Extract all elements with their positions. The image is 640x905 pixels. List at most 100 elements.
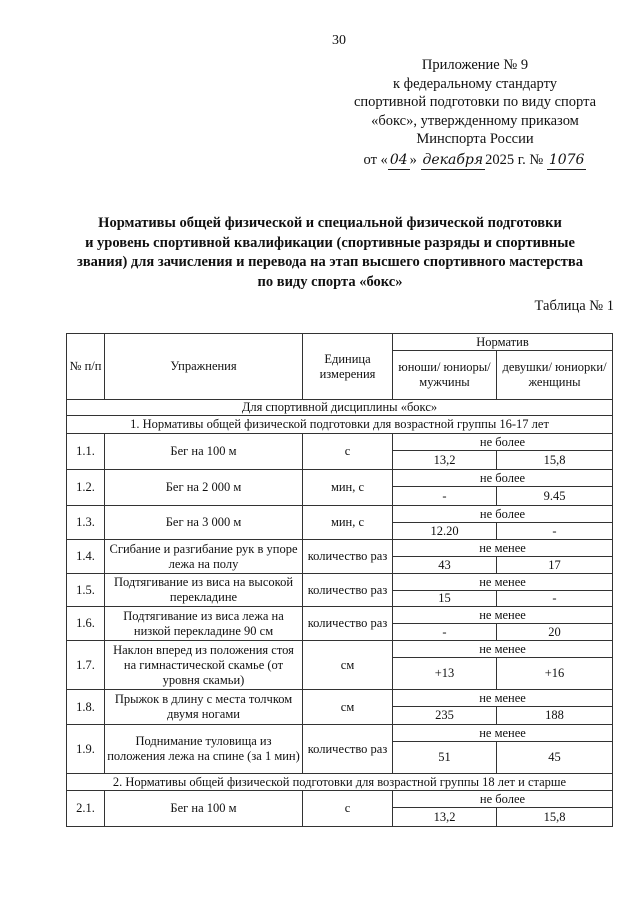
- row-male-value: 235: [392, 706, 497, 725]
- row-exercise: Бег на 3 000 м: [104, 505, 303, 540]
- row-male-value: 51: [392, 741, 497, 774]
- table-label: Таблица № 1: [534, 298, 614, 314]
- table-row: 1.2. Бег на 2 000 м мин, с не более: [66, 469, 614, 506]
- row-unit: мин, с: [302, 505, 393, 540]
- row-male-value: 12.20: [392, 522, 497, 540]
- table-row: 1.4. Сгибание и разгибание рук в упоре ле…: [66, 539, 614, 574]
- row-exercise: Бег на 100 м: [104, 433, 303, 470]
- row-exercise: Наклон вперед из положения стоя на гимна…: [104, 640, 303, 690]
- row-female-value: 188: [495, 706, 614, 725]
- row-male-value: -: [392, 623, 497, 641]
- year-text: 2025 г. №: [485, 151, 544, 168]
- row-exercise: Поднимание туловища из положения лежа на…: [104, 724, 303, 774]
- row-female-value: 17: [495, 556, 614, 574]
- row-num: 1.5.: [66, 573, 105, 607]
- appendix-line: Приложение № 9: [421, 57, 529, 73]
- header-num: № п/п: [66, 333, 105, 400]
- row-num: 1.1.: [66, 433, 105, 470]
- row-num: 1.2.: [66, 469, 105, 506]
- row-condition: не менее: [391, 724, 614, 742]
- row-female-value: 15,8: [495, 807, 614, 827]
- row-num: 1.8.: [66, 689, 105, 725]
- date-prefix: от «: [363, 151, 388, 168]
- page-number: 30: [332, 33, 346, 48]
- row-unit: см: [302, 689, 393, 725]
- row-unit: с: [302, 790, 393, 827]
- document-title: Нормативы общей физической и специальной…: [40, 214, 620, 292]
- row-exercise: Подтягивание из виса лежа на низкой пере…: [104, 606, 303, 641]
- row-male-value: 15: [392, 590, 497, 607]
- row-condition: не менее: [391, 573, 614, 591]
- section-row: 2. Нормативы общей физической подготовки…: [65, 773, 614, 791]
- appendix-line: «бокс», утвержденному приказом: [371, 112, 579, 129]
- row-exercise: Прыжок в длину с места толчком двумя ног…: [104, 689, 303, 725]
- row-condition: не менее: [391, 640, 614, 658]
- row-unit: количество раз: [302, 724, 393, 774]
- row-female-value: 45: [495, 741, 614, 774]
- row-exercise: Сгибание и разгибание рук в упоре лежа н…: [104, 539, 303, 574]
- order-date-line: от «04» декабря 2025 г. № 1076: [330, 151, 620, 170]
- row-male-value: -: [392, 486, 497, 506]
- row-condition: не более: [391, 469, 614, 487]
- table-row: 1.6. Подтягивание из виса лежа на низкой …: [66, 606, 614, 641]
- row-exercise: Подтягивание из виса на высокой переклад…: [104, 573, 303, 607]
- row-condition: не более: [391, 505, 614, 523]
- row-condition: не более: [391, 790, 614, 808]
- table-row: 1.1. Бег на 100 м с не более: [66, 433, 614, 470]
- appendix-line: спортивной подготовки по виду спорта: [353, 94, 597, 110]
- title-line: по виду спорта «бокс»: [257, 273, 403, 290]
- handwritten-day: 04: [387, 151, 410, 170]
- row-female-value: +16: [495, 657, 614, 690]
- row-condition: не менее: [391, 606, 614, 624]
- header-exercise: Упражнения: [104, 333, 303, 400]
- header-male: юноши/ юниоры/ мужчины: [392, 350, 497, 400]
- row-unit: см: [302, 640, 393, 690]
- row-unit: с: [302, 433, 393, 470]
- standards-table: № п/п Упражнения Единица измерения Норма…: [65, 333, 614, 827]
- table-row: 1.8. Прыжок в длину с места толчком двумя…: [66, 689, 614, 725]
- row-exercise: Бег на 100 м: [104, 790, 303, 827]
- appendix-header: Приложение № 9 к федеральному стандарту …: [330, 56, 620, 170]
- header-norm: Норматив: [391, 333, 614, 351]
- title-line: Нормативы общей физической и специальной…: [98, 215, 562, 231]
- section-row: 1. Нормативы общей физической подготовки…: [65, 415, 614, 434]
- discipline-row: Для спортивной дисциплины «бокс»: [65, 399, 614, 416]
- handwritten-number: 1076: [546, 151, 587, 170]
- row-male-value: +13: [392, 657, 497, 690]
- table-row: 1.5. Подтягивание из виса на высокой пере…: [66, 573, 614, 607]
- title-line: звания) для зачисления и перевода на эта…: [77, 254, 583, 270]
- row-female-value: 15,8: [495, 450, 614, 470]
- header-unit: Единица измерения: [302, 333, 393, 400]
- date-mid: »: [409, 151, 417, 168]
- row-unit: количество раз: [302, 606, 393, 641]
- row-female-value: -: [495, 590, 614, 607]
- table-row: 2.1. Бег на 100 м с не более: [66, 790, 614, 827]
- row-unit: количество раз: [302, 539, 393, 574]
- table-row: 1.9. Поднимание туловища из положения леж…: [66, 724, 614, 774]
- row-unit: мин, с: [302, 469, 393, 506]
- row-condition: не менее: [391, 539, 614, 557]
- row-num: 2.1.: [66, 790, 105, 827]
- appendix-line: к федеральному стандарту: [393, 75, 557, 92]
- row-num: 1.4.: [66, 539, 105, 574]
- row-exercise: Бег на 2 000 м: [104, 469, 303, 506]
- handwritten-month: декабря: [420, 151, 486, 170]
- row-male-value: 13,2: [392, 807, 497, 827]
- row-num: 1.9.: [66, 724, 105, 774]
- row-condition: не менее: [391, 689, 614, 707]
- row-male-value: 13,2: [392, 450, 497, 470]
- appendix-line: Минспорта России: [416, 131, 534, 147]
- row-female-value: -: [495, 522, 614, 540]
- table-row: 1.7. Наклон вперед из положения стоя на г…: [66, 640, 614, 690]
- row-num: 1.6.: [66, 606, 105, 641]
- row-num: 1.3.: [66, 505, 105, 540]
- row-condition: не более: [391, 433, 614, 451]
- table-row: 1.3. Бег на 3 000 м мин, с не более: [66, 505, 614, 540]
- row-male-value: 43: [392, 556, 497, 574]
- row-unit: количество раз: [302, 573, 393, 607]
- header-female: девушки/ юниорки/ женщины: [495, 350, 614, 400]
- row-num: 1.7.: [66, 640, 105, 690]
- title-line: и уровень спортивной квалификации (спорт…: [85, 234, 575, 251]
- row-female-value: 20: [495, 623, 614, 641]
